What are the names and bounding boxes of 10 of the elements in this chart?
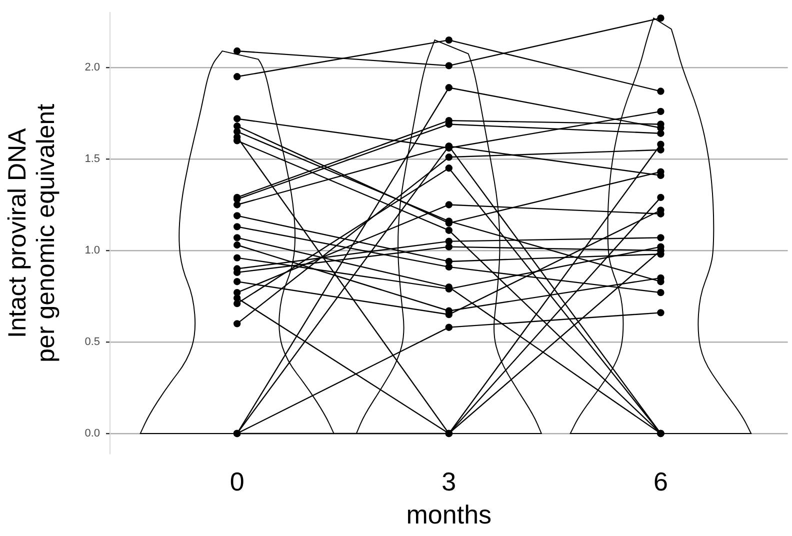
y-tick-label: 1.0 (84, 244, 100, 257)
y-tick-label: 1.5 (84, 153, 100, 166)
x-tick-label: 6 (653, 466, 668, 496)
y-tick-label: 0.5 (84, 336, 100, 348)
x-tick-label: 0 (230, 466, 244, 496)
y-tick-label: 0.0 (84, 428, 100, 440)
y-axis-title: Intact proviral DNA per genomic equivalent (3, 104, 60, 362)
x-axis-title: months (406, 500, 492, 530)
x-tick-label: 3 (442, 466, 456, 496)
y-tick-label: 2.0 (84, 62, 100, 74)
